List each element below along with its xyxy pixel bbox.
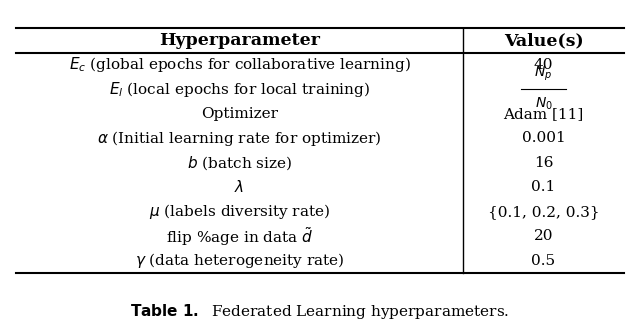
- Text: Adam [11]: Adam [11]: [503, 107, 584, 121]
- Text: 0.001: 0.001: [522, 131, 565, 145]
- Text: $b$ (batch size): $b$ (batch size): [187, 154, 292, 172]
- Text: 16: 16: [534, 156, 553, 170]
- Text: $E_c$ (global epochs for collaborative learning): $E_c$ (global epochs for collaborative l…: [68, 55, 410, 74]
- Text: $\gamma$ (data heterogeneity rate): $\gamma$ (data heterogeneity rate): [134, 251, 344, 270]
- Text: 20: 20: [534, 229, 553, 243]
- Text: $N_p$: $N_p$: [534, 65, 552, 83]
- Text: Hyperparameter: Hyperparameter: [159, 32, 320, 49]
- Text: 0.5: 0.5: [531, 254, 556, 268]
- Text: Optimizer: Optimizer: [201, 107, 278, 121]
- Text: flip %age in data $\tilde{d}$: flip %age in data $\tilde{d}$: [166, 225, 313, 248]
- Text: 40: 40: [534, 58, 553, 72]
- Text: Value(s): Value(s): [504, 32, 583, 49]
- Text: $E_l$ (local epochs for local training): $E_l$ (local epochs for local training): [109, 80, 370, 99]
- Text: {0.1, 0.2, 0.3}: {0.1, 0.2, 0.3}: [488, 205, 599, 219]
- Text: 0.1: 0.1: [531, 180, 556, 194]
- Text: $\mu$ (labels diversity rate): $\mu$ (labels diversity rate): [149, 202, 330, 221]
- Text: $\mathbf{Table\ 1.}$  Federated Learning hyperparameters.: $\mathbf{Table\ 1.}$ Federated Learning …: [131, 302, 509, 321]
- Text: $\lambda$: $\lambda$: [234, 179, 244, 195]
- Text: $N_0$: $N_0$: [534, 96, 552, 113]
- Text: $\alpha$ (Initial learning rate for optimizer): $\alpha$ (Initial learning rate for opti…: [97, 129, 381, 148]
